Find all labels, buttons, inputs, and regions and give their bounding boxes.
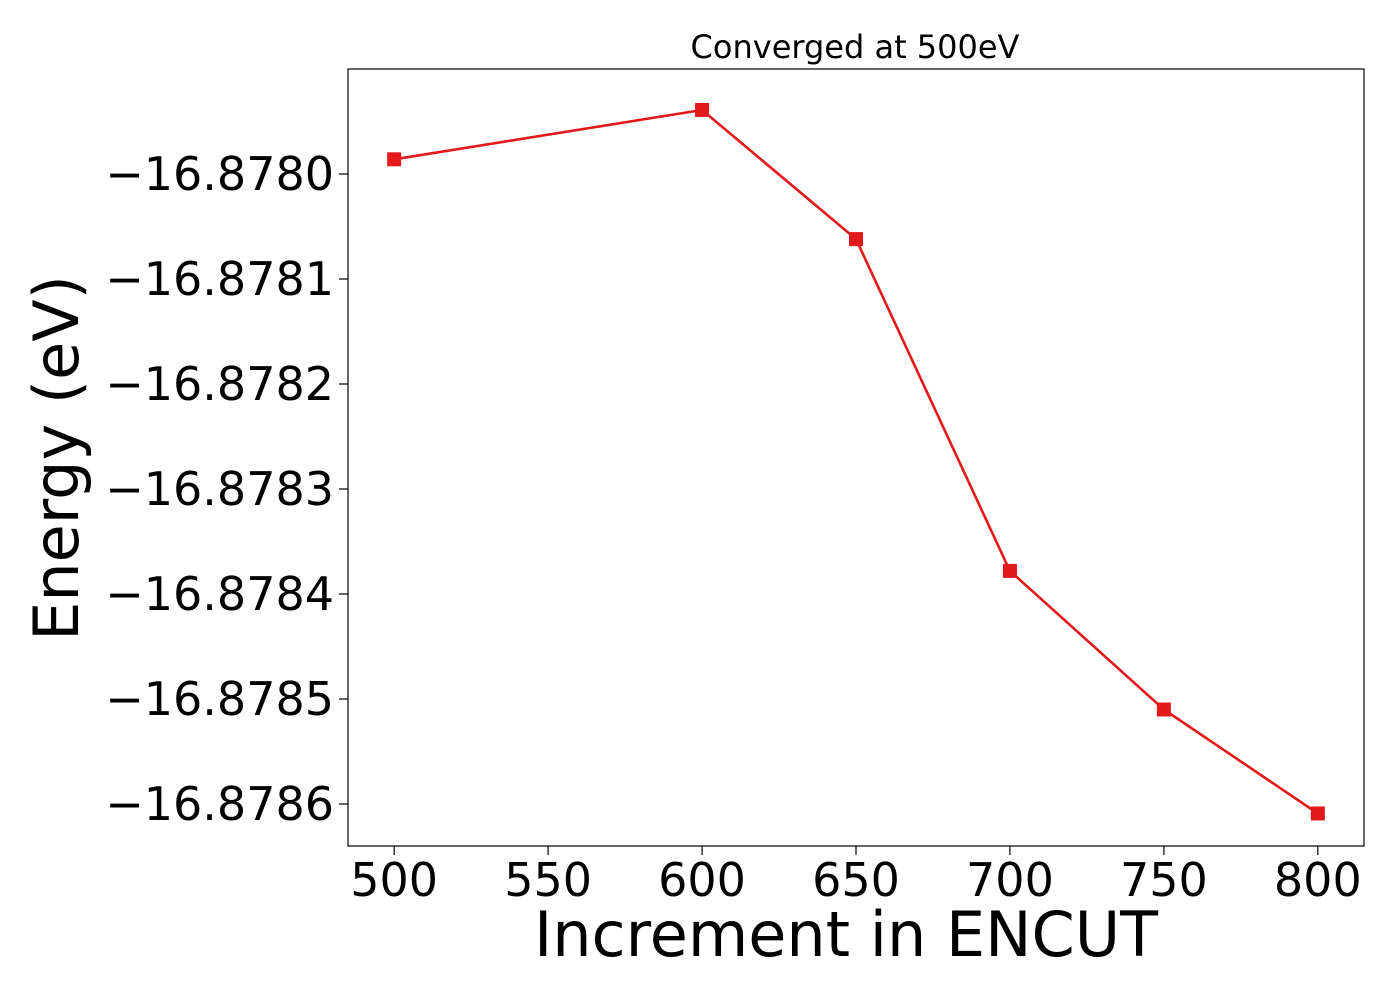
y-tick-label: −16.8785 — [105, 672, 334, 726]
x-tick-label: 800 — [1274, 853, 1362, 907]
y-tick-label: −16.8780 — [105, 147, 334, 201]
data-point-marker — [1002, 563, 1017, 578]
x-tick-label: 500 — [350, 853, 438, 907]
x-tick-label: 650 — [812, 853, 900, 907]
y-axis-label: Energy (eV) — [20, 275, 93, 641]
x-axis-label: Increment in ENCUT — [534, 898, 1159, 971]
y-tick-label: −16.8781 — [105, 252, 334, 306]
y-tick-label: −16.8782 — [105, 357, 334, 411]
data-point-marker — [1310, 806, 1325, 821]
x-axis: 500 550 600 650 700 750 800 — [350, 846, 1362, 907]
chart-title: Converged at 500eV — [691, 28, 1020, 66]
data-point-marker — [695, 102, 710, 117]
series-line — [393, 108, 1319, 815]
plot-area — [387, 102, 1325, 821]
y-axis: −16.8780 −16.8781 −16.8782 −16.8783 −16.8784… — [105, 147, 348, 831]
data-point-marker — [849, 232, 863, 247]
y-tick-label: −16.8784 — [105, 567, 334, 621]
x-tick-label: 550 — [504, 853, 592, 907]
y-tick-label: −16.8786 — [105, 777, 334, 831]
data-point-marker — [387, 152, 402, 167]
x-tick-label: 700 — [966, 853, 1054, 907]
data-point-marker — [1156, 702, 1171, 717]
x-tick-label: 750 — [1120, 853, 1208, 907]
y-tick-label: −16.8783 — [105, 462, 334, 516]
x-tick-label: 600 — [658, 853, 746, 907]
